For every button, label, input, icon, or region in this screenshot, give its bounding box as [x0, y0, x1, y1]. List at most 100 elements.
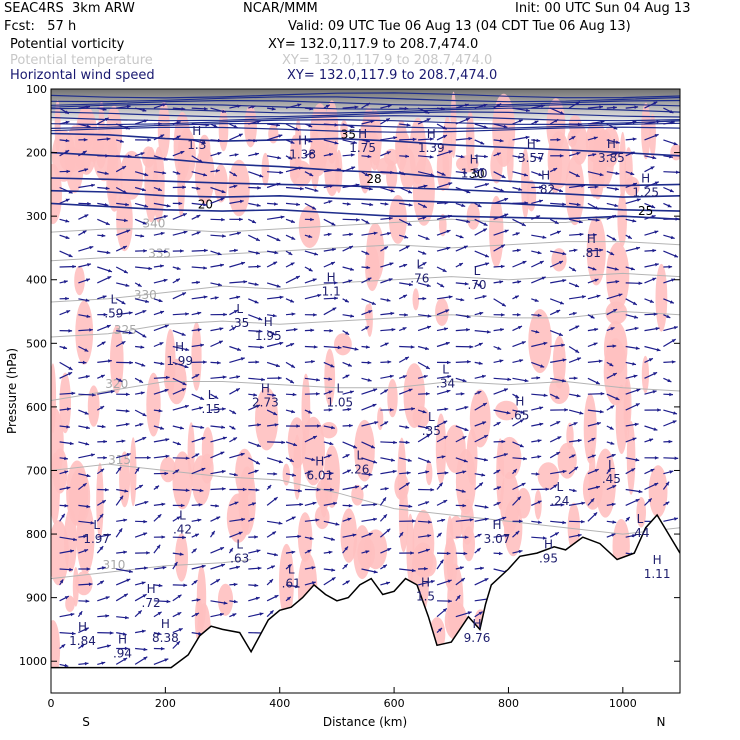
wind-vector-head [181, 107, 186, 111]
wind-vector-head [458, 263, 463, 267]
wind-vector-head [538, 156, 543, 160]
wind-vector-head [333, 281, 338, 285]
wind-vector-head [123, 518, 128, 522]
wind-vector-head [596, 294, 601, 298]
wind-vector-head [87, 263, 91, 267]
wind-vector-head [572, 267, 576, 272]
wind-vector-head [83, 138, 88, 142]
wind-vector-head [237, 231, 241, 236]
wind-vector-head [367, 277, 372, 281]
wind-vector-head [88, 582, 93, 586]
wind-vector-head [503, 124, 508, 129]
wind-vector-head [331, 222, 336, 226]
wind-vector-head [325, 104, 330, 109]
pv-high-marker: H [147, 582, 156, 596]
wind-vector-head [499, 359, 504, 363]
wind-vector-head [559, 301, 564, 305]
pv-high-marker: H [327, 270, 336, 284]
wind-vector-head [499, 138, 504, 143]
wind-vector-head [592, 153, 597, 157]
wind-vector-head [68, 372, 73, 376]
wind-vector-head [142, 221, 147, 225]
wind-vector-head [560, 503, 565, 507]
wind-vector-head [165, 438, 170, 442]
pv-shade-blob [537, 462, 559, 490]
wind-vector-head [460, 298, 465, 302]
pv-shade-blob [235, 448, 255, 498]
wind-vector-head [627, 235, 632, 239]
wind-vector-head [405, 245, 410, 249]
wind-vector-head [66, 486, 71, 490]
wind-vector-head [411, 568, 416, 573]
wind-vector-head [311, 457, 316, 462]
wind-vector-head [184, 364, 189, 369]
wind-vector-head [410, 345, 415, 349]
theta-contour-line [51, 380, 680, 401]
wind-vector-head [573, 248, 578, 253]
wind-vector-head [632, 301, 637, 305]
wind-speed-contour-line [51, 132, 680, 157]
wind-vector-head [204, 107, 208, 111]
wind-vector-head [365, 550, 370, 554]
wind-vector-head [514, 295, 519, 299]
wind-vector-head [385, 118, 390, 122]
wind-vector-head [272, 393, 276, 397]
wind-vector-head [86, 105, 90, 109]
wind-vector-head [456, 595, 461, 600]
forecast-hour: Fcst: 57 h [4, 19, 77, 34]
wind-vector-head [201, 140, 206, 145]
pv-extremum-value: .15 [202, 402, 221, 416]
wind-vector-head [653, 101, 658, 105]
wind-vector-head [572, 312, 577, 316]
wind-vector-head [673, 141, 678, 146]
wind-vector-head [105, 488, 109, 492]
wind-vector-head [82, 483, 87, 487]
wind-vector-head [317, 424, 321, 428]
pv-extremum-value: .24 [550, 494, 569, 508]
wind-vector-head [448, 599, 452, 603]
wind-vector-head [370, 119, 375, 124]
wind-vector-head [446, 389, 451, 393]
wind-vector-head [217, 251, 222, 256]
wind-vector-head [386, 528, 391, 533]
wind-speed-contour-label: 25 [638, 204, 653, 218]
wind-vector-head [257, 264, 261, 269]
wind-vector-head [442, 126, 447, 130]
wind-vector-head [615, 140, 620, 144]
wind-vector-head [422, 251, 427, 255]
wind-vector-head [496, 422, 501, 426]
pv-shading [51, 91, 680, 680]
wind-vector-head [274, 250, 279, 255]
wind-vector-head [299, 502, 304, 507]
wind-vector-head [203, 173, 207, 177]
wind-vector-head [673, 411, 677, 415]
pv-extremum-value: .35 [230, 316, 249, 330]
wind-vector-head [308, 267, 313, 272]
wind-vector-head [219, 612, 224, 617]
wind-vector-head [160, 264, 164, 268]
wind-vector-head [220, 547, 224, 551]
wind-vector-head [140, 152, 145, 156]
wind-vector-head [223, 312, 227, 317]
wind-vector-head [344, 546, 348, 551]
wind-vector-head [65, 219, 70, 223]
wind-vector-head [67, 407, 71, 411]
wind-vector-head [599, 409, 604, 414]
wind-vector-head [179, 552, 184, 556]
wind-vector-head [425, 236, 430, 240]
wind-vector-head [407, 458, 412, 462]
wind-vector-head [371, 301, 376, 305]
wind-vector-head [404, 106, 409, 111]
wind-vector-head [591, 454, 596, 458]
wind-vector-head [442, 268, 447, 272]
wind-vector-head [203, 203, 207, 207]
wind-vector-head [657, 408, 661, 412]
wind-vector-head [351, 166, 356, 170]
wind-vector-head [84, 549, 89, 553]
wind-vector-head [554, 220, 559, 224]
wind-vector-head [121, 439, 126, 443]
wind-vector-head [143, 249, 147, 253]
wind-vector-head [135, 467, 140, 472]
wind-vector-head [124, 646, 129, 651]
wind-vector-head [106, 250, 111, 255]
